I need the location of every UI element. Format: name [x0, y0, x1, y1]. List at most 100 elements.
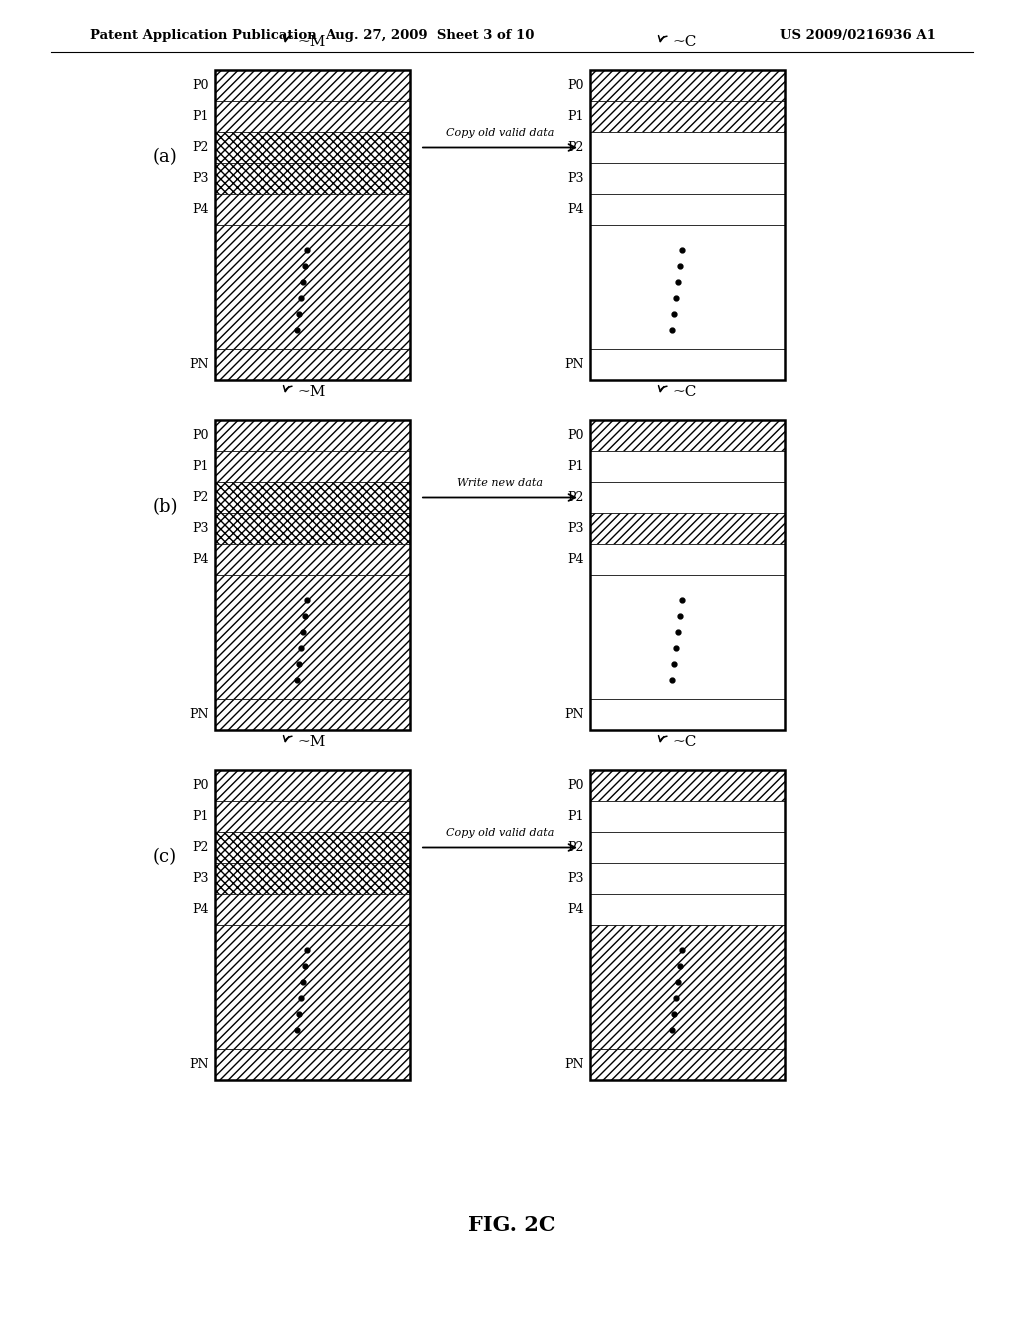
Bar [215, 770, 410, 1080]
Text: P1: P1 [193, 459, 209, 473]
Text: P0: P0 [567, 429, 584, 442]
Bar [590, 482, 785, 513]
Bar [590, 420, 785, 451]
Text: P0: P0 [567, 779, 584, 792]
Text: P1: P1 [567, 110, 584, 123]
Text: PN: PN [564, 708, 584, 721]
Text: ~M: ~M [298, 36, 326, 49]
Bar [215, 770, 410, 801]
Bar [215, 70, 410, 380]
Bar [215, 420, 410, 451]
Bar [590, 544, 785, 576]
Bar [590, 770, 785, 1080]
Bar [590, 70, 785, 380]
Text: P4: P4 [567, 553, 584, 566]
Text: ~C: ~C [673, 385, 697, 399]
Text: (a): (a) [153, 148, 177, 166]
Text: Aug. 27, 2009  Sheet 3 of 10: Aug. 27, 2009 Sheet 3 of 10 [326, 29, 535, 41]
Text: P2: P2 [567, 841, 584, 854]
Bar [215, 162, 410, 194]
Bar [215, 194, 410, 224]
Bar [215, 102, 410, 132]
Text: Patent Application Publication: Patent Application Publication [90, 29, 316, 41]
Bar [590, 1049, 785, 1080]
Text: P4: P4 [567, 203, 584, 216]
Bar [590, 451, 785, 482]
Bar [590, 513, 785, 544]
Bar [590, 700, 785, 730]
Text: ~C: ~C [673, 36, 697, 49]
Bar [590, 162, 785, 194]
Text: PN: PN [564, 358, 584, 371]
Text: P2: P2 [567, 491, 584, 504]
Bar [590, 801, 785, 832]
Bar [215, 482, 410, 513]
Text: PN: PN [564, 1059, 584, 1071]
Text: P4: P4 [567, 903, 584, 916]
Text: (c): (c) [153, 847, 177, 866]
Bar [590, 194, 785, 224]
Text: (b): (b) [153, 498, 178, 516]
Bar [215, 544, 410, 576]
Text: FIG. 2C: FIG. 2C [468, 1214, 556, 1236]
Text: P3: P3 [567, 873, 584, 884]
Bar [215, 801, 410, 832]
Bar [215, 224, 410, 348]
Text: P4: P4 [193, 203, 209, 216]
Text: P4: P4 [193, 903, 209, 916]
Bar [590, 863, 785, 894]
Text: P0: P0 [193, 429, 209, 442]
Text: Copy old valid data: Copy old valid data [445, 828, 554, 837]
Bar [215, 1049, 410, 1080]
Text: P1: P1 [567, 810, 584, 822]
Text: P3: P3 [193, 873, 209, 884]
Text: P2: P2 [193, 491, 209, 504]
Text: P0: P0 [567, 79, 584, 92]
Text: P2: P2 [567, 141, 584, 154]
Text: P3: P3 [193, 521, 209, 535]
Text: P3: P3 [193, 172, 209, 185]
Text: P4: P4 [193, 553, 209, 566]
Bar [215, 700, 410, 730]
Bar [215, 451, 410, 482]
Text: P1: P1 [193, 110, 209, 123]
Bar [590, 132, 785, 162]
Bar [215, 70, 410, 102]
Bar [215, 513, 410, 544]
Text: P1: P1 [193, 810, 209, 822]
Bar [215, 894, 410, 925]
Bar [590, 224, 785, 348]
Bar [590, 420, 785, 730]
Text: ~M: ~M [298, 735, 326, 748]
Bar [215, 832, 410, 863]
Bar [590, 348, 785, 380]
Bar [215, 576, 410, 700]
Bar [590, 770, 785, 801]
Text: PN: PN [189, 1059, 209, 1071]
Text: US 2009/0216936 A1: US 2009/0216936 A1 [780, 29, 936, 41]
Bar [590, 925, 785, 1049]
Text: PN: PN [189, 358, 209, 371]
Text: Write new data: Write new data [457, 478, 543, 487]
Bar [590, 70, 785, 102]
Text: P2: P2 [193, 841, 209, 854]
Text: PN: PN [189, 708, 209, 721]
Text: P3: P3 [567, 521, 584, 535]
Bar [590, 894, 785, 925]
Bar [215, 132, 410, 162]
Text: P0: P0 [193, 79, 209, 92]
Bar [590, 102, 785, 132]
Text: P1: P1 [567, 459, 584, 473]
Bar [590, 832, 785, 863]
Text: ~M: ~M [298, 385, 326, 399]
Bar [215, 863, 410, 894]
Bar [215, 420, 410, 730]
Text: Copy old valid data: Copy old valid data [445, 128, 554, 137]
Text: P2: P2 [193, 141, 209, 154]
Bar [590, 576, 785, 700]
Text: P3: P3 [567, 172, 584, 185]
Bar [215, 925, 410, 1049]
Text: P0: P0 [193, 779, 209, 792]
Bar [215, 348, 410, 380]
Text: ~C: ~C [673, 735, 697, 748]
